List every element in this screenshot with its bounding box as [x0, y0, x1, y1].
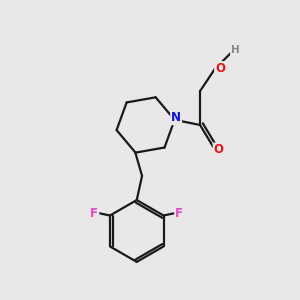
- Text: O: O: [214, 143, 224, 157]
- Text: F: F: [175, 207, 183, 220]
- Text: N: N: [171, 111, 181, 124]
- Text: O: O: [215, 62, 225, 75]
- Text: F: F: [90, 207, 98, 220]
- Text: H: H: [231, 45, 240, 55]
